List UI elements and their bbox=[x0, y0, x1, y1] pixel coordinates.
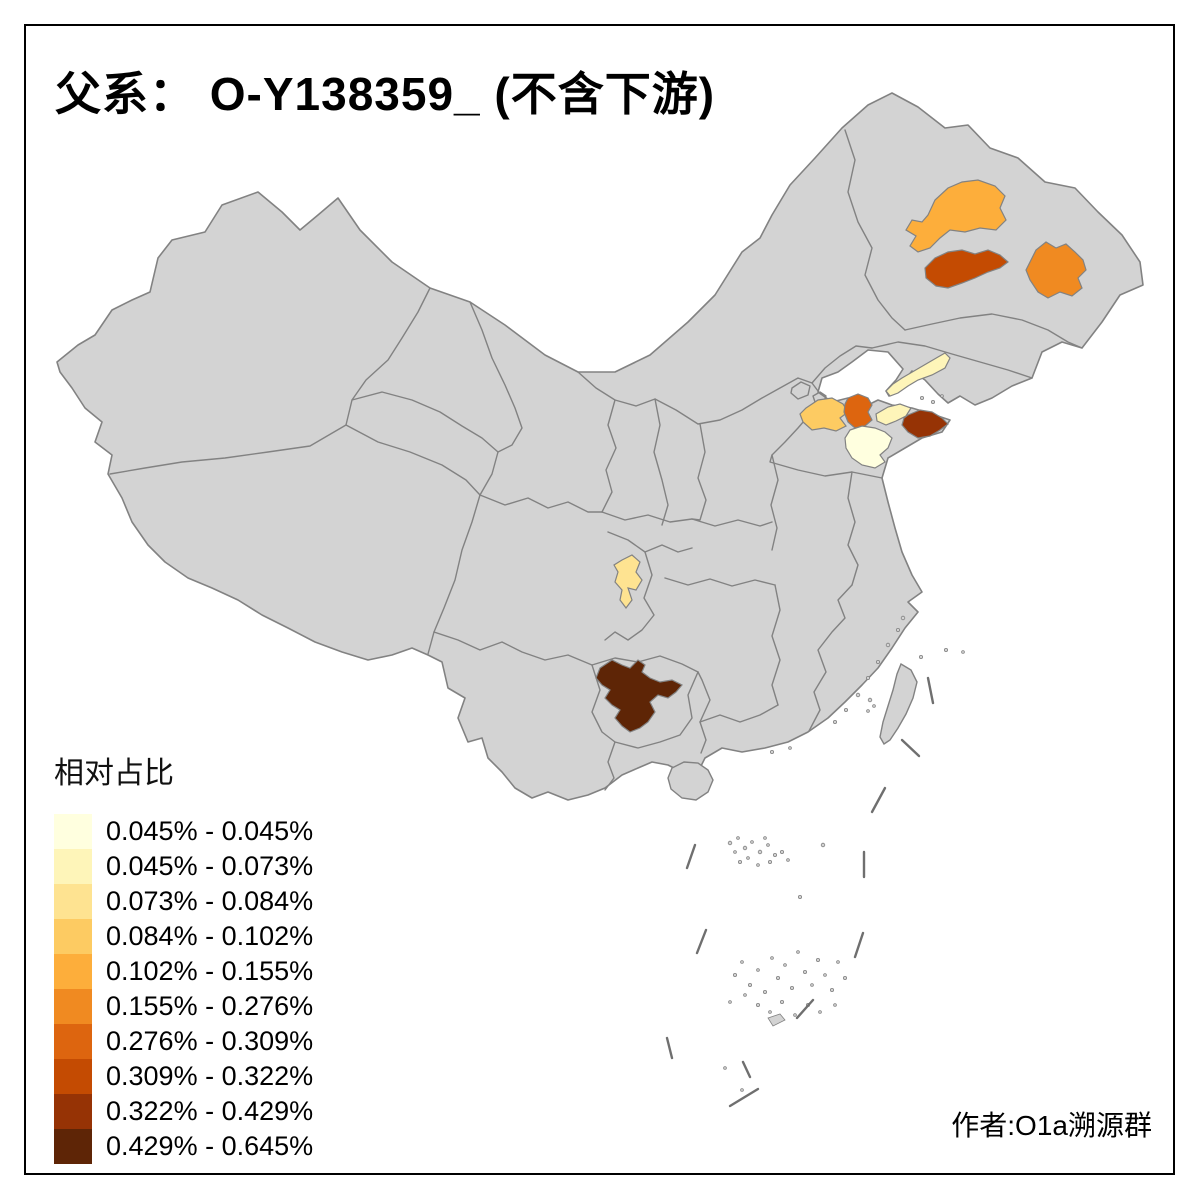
province-borders bbox=[109, 129, 1083, 791]
legend-swatch bbox=[54, 1024, 92, 1059]
legend-item: 0.276% - 0.309% bbox=[54, 1024, 313, 1059]
legend-swatch bbox=[54, 1094, 92, 1129]
legend-item: 0.429% - 0.645% bbox=[54, 1129, 313, 1164]
legend-label: 0.276% - 0.309% bbox=[106, 1026, 314, 1056]
legend-label: 0.155% - 0.276% bbox=[106, 991, 314, 1021]
region-heilongjiang-central bbox=[924, 249, 1009, 289]
legend-label: 0.084% - 0.102% bbox=[106, 921, 314, 951]
region-heilongjiang-west bbox=[905, 179, 1007, 253]
legend-item: 0.102% - 0.155% bbox=[54, 954, 313, 989]
legend-swatch bbox=[54, 849, 92, 884]
legend-label: 0.322% - 0.429% bbox=[106, 1096, 314, 1126]
shaded-regions bbox=[595, 179, 1087, 733]
region-shandong-central bbox=[844, 425, 893, 469]
legend-label: 0.429% - 0.645% bbox=[106, 1131, 314, 1161]
legend-label: 0.102% - 0.155% bbox=[106, 956, 314, 986]
legend-item: 0.322% - 0.429% bbox=[54, 1094, 313, 1129]
nine-dash-line bbox=[665, 676, 935, 1108]
region-shandong-north bbox=[843, 393, 873, 429]
legend-swatch bbox=[54, 814, 92, 849]
legend-swatch bbox=[54, 989, 92, 1024]
legend-swatch bbox=[54, 1129, 92, 1164]
legend: 相对占比 0.045% - 0.045% 0.045% - 0.073% 0.0… bbox=[54, 748, 313, 1164]
legend-title: 相对占比 bbox=[54, 757, 174, 790]
figure-title: 父系： O-Y138359_ (不含下游) bbox=[55, 68, 716, 120]
legend-item: 0.155% - 0.276% bbox=[54, 989, 313, 1024]
region-heilongjiang-east bbox=[1025, 241, 1087, 299]
legend-label: 0.045% - 0.045% bbox=[106, 816, 314, 846]
legend-label: 0.073% - 0.084% bbox=[106, 886, 314, 916]
hainan-island bbox=[667, 761, 714, 801]
author-credit: 作者:O1a溯源群 bbox=[951, 1110, 1152, 1141]
region-guizhou-southwest bbox=[595, 659, 683, 733]
region-liaodong-peninsula bbox=[885, 352, 951, 397]
legend-label: 0.045% - 0.073% bbox=[106, 851, 314, 881]
small-islands bbox=[723, 394, 965, 1092]
legend-rows: 0.045% - 0.045% 0.045% - 0.073% 0.073% -… bbox=[54, 814, 313, 1164]
legend-item: 0.045% - 0.073% bbox=[54, 849, 313, 884]
taiwan-island bbox=[879, 662, 918, 745]
legend-swatch bbox=[54, 884, 92, 919]
region-shandong-west bbox=[799, 397, 849, 432]
region-shandong-peninsula bbox=[901, 409, 949, 439]
legend-item: 0.073% - 0.084% bbox=[54, 884, 313, 919]
legend-swatch bbox=[54, 1059, 92, 1094]
legend-swatch bbox=[54, 919, 92, 954]
legend-swatch bbox=[54, 954, 92, 989]
legend-label: 0.309% - 0.322% bbox=[106, 1061, 314, 1091]
region-sichuan-east-small bbox=[613, 554, 643, 609]
legend-item: 0.309% - 0.322% bbox=[54, 1059, 313, 1094]
legend-item: 0.045% - 0.045% bbox=[54, 814, 313, 849]
legend-item: 0.084% - 0.102% bbox=[54, 919, 313, 954]
